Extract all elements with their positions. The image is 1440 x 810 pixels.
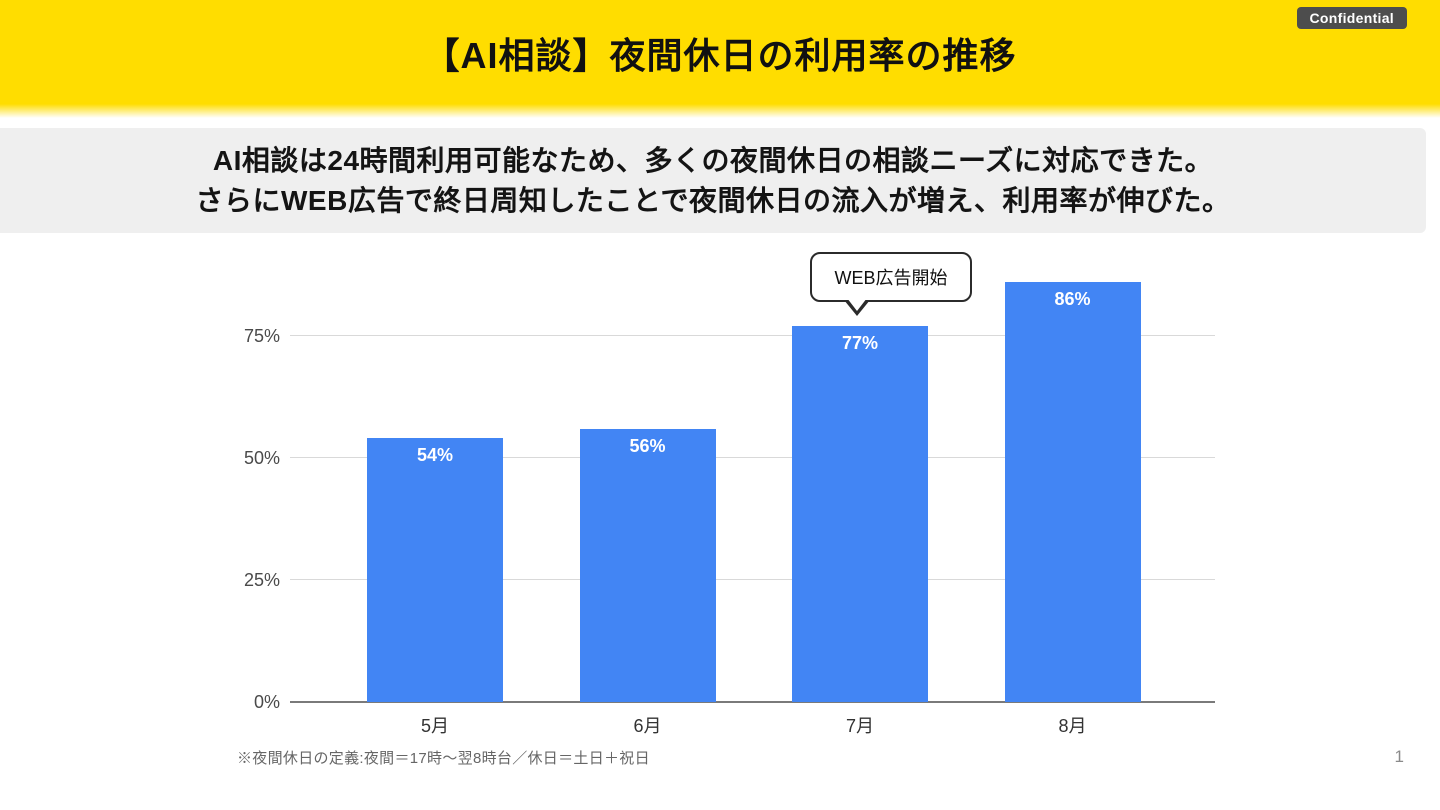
summary-line-2: さらにWEB広告で終日周知したことで夜間休日の流入が増え、利用率が伸びた。 [195, 184, 1231, 216]
x-axis-label: 8月 [1058, 716, 1087, 736]
y-axis-label: 75% [243, 326, 280, 346]
page-number: 1 [1394, 747, 1404, 766]
chart-bar: 56% [579, 428, 716, 702]
annotation-label: WEB広告開始 [834, 268, 948, 288]
x-axis-baseline [290, 701, 1215, 703]
footnote: ※夜間休日の定義:夜間＝17時～翌8時台／休日＝土日＋祝日 [237, 750, 650, 767]
gridline [290, 335, 1215, 336]
y-axis-label: 0% [253, 692, 280, 712]
y-axis-label: 25% [243, 570, 280, 590]
chart-bar: 77% [792, 326, 928, 702]
gridline [290, 457, 1215, 458]
annotation-callout: WEB広告開始 [810, 252, 972, 316]
page-title: 【AI相談】夜間休日の利用率の推移 [423, 35, 1017, 76]
x-axis-label: 7月 [845, 716, 874, 736]
bar-value-label: 56% [629, 435, 666, 456]
y-axis-label: 50% [243, 448, 280, 468]
title-band: Confidential 【AI相談】夜間休日の利用率の推移 [0, 0, 1440, 118]
summary-banner: AI相談は24時間利用可能なため、多くの夜間休日の相談ニーズに対応できた。 さら… [0, 128, 1426, 233]
x-axis-label: 5月 [420, 716, 449, 736]
chart-bar: 54% [367, 438, 503, 702]
callout-tail-fill [847, 298, 867, 311]
confidential-badge: Confidential [1296, 7, 1407, 29]
chart-plot-area: 0% 25% 50% 75% 54% 5月 56% 6月 77% 7月 86% 8月 [244, 214, 1215, 736]
summary-line-1: AI相談は24時間利用可能なため、多くの夜間休日の相談ニーズに対応できた。 [212, 144, 1214, 176]
chart-bar: 86% [1004, 282, 1141, 702]
bar-value-label: 86% [1054, 289, 1091, 310]
x-axis-label: 6月 [633, 716, 662, 736]
gridline [290, 579, 1215, 580]
bar-value-label: 54% [416, 445, 454, 466]
bar-value-label: 77% [841, 333, 879, 354]
